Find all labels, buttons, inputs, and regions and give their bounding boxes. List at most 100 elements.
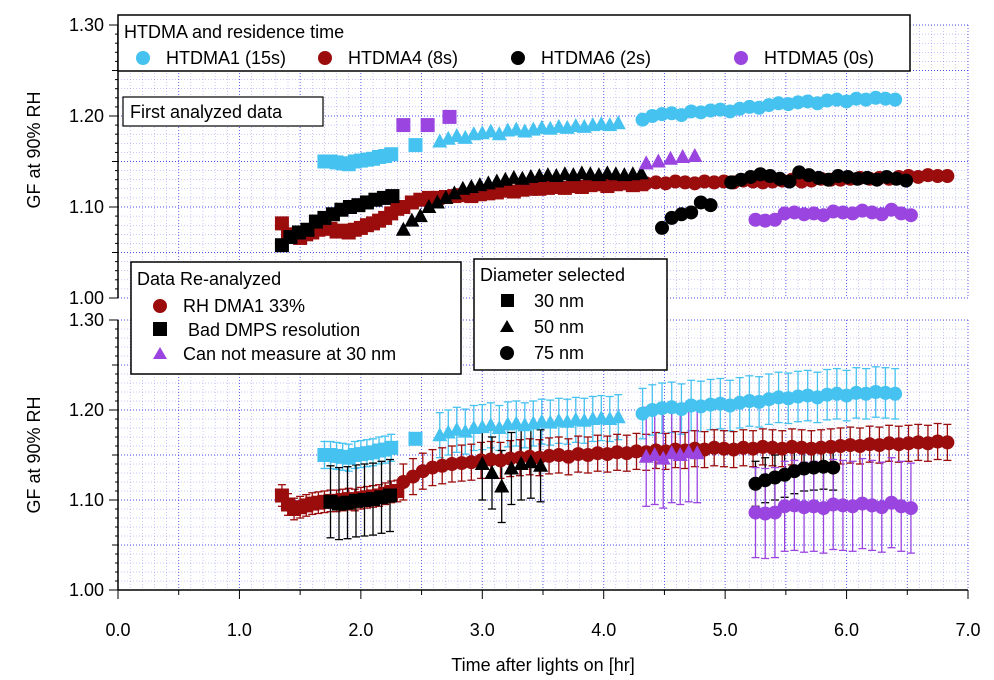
data-point-square [384,147,399,162]
legend-marker-htdma5 [734,51,748,65]
data-point-circle [782,174,797,189]
data-point-triangle [483,123,499,138]
legend-marker-htdma6 [511,51,525,65]
data-point-triangle [412,208,428,223]
data-point-circle [826,460,841,475]
data-point-triangle [421,199,437,213]
data-point-square [396,118,411,133]
data-point-triangle [474,456,490,470]
data-point-square [384,440,399,455]
legend-marker-htdma4 [318,51,332,65]
y-axis-title-bottom: GF at 90% RH [24,396,44,513]
data-point-square [274,216,289,231]
data-point-triangle [638,155,654,170]
data-point-triangle [689,445,705,460]
data-point-circle [655,220,669,235]
legend-label-htdma4: HTDMA4 (8s) [348,48,458,68]
data-point-triangle [675,148,691,163]
data-point-triangle [449,421,465,436]
legend-label-htdma6: HTDMA6 (2s) [541,48,651,68]
legend-marker-cannot-measure [153,347,167,359]
annotation-first-analyzed: First analyzed data [122,96,324,127]
y-tick-label: 1.20 [69,106,104,126]
x-axis-title: Time after lights on [hr] [451,655,634,675]
legend-label-htdma5: HTDMA5 (0s) [764,48,874,68]
data-point-circle [930,169,945,184]
data-point-triangle [438,189,454,204]
legend-marker-75nm [500,346,514,360]
legend-marker-rh-dma1 [153,299,167,313]
y-tick-label: 1.20 [69,400,104,420]
data-point-circle [703,198,718,213]
legend-diameter-title: Diameter selected [480,265,625,285]
data-point-triangle [457,423,473,438]
data-point-triangle [650,153,666,168]
data-point-circle [940,435,955,450]
data-point-circle [888,386,903,401]
data-point-circle [888,92,903,107]
legend-label-30nm: 30 nm [534,291,584,311]
legend-marker-30nm [501,294,514,307]
annotation-frame [122,96,324,127]
legend-label-cannot-measure: Can not measure at 30 nm [183,344,396,364]
legend-htdma: HTDMA and residence time HTDMA1 (15s) HT… [117,14,911,72]
legend-marker-bad-dmps [153,322,167,336]
axes: 1.001.101.201.301.001.101.201.300.0 1.0 2.… [69,15,981,640]
data-markers [274,90,955,521]
legend-reanalyzed-title: Data Re-analyzed [137,269,281,289]
legend-htdma-title: HTDMA and residence time [124,22,344,42]
data-point-square [408,138,423,153]
legend-label-50nm: 50 nm [534,317,584,337]
x-tick-label: 1.0 [227,620,252,640]
data-point-triangle [484,465,500,479]
data-point-circle [899,173,914,188]
x-tick-label: 3.0 [470,620,495,640]
data-point-circle [940,169,955,184]
data-point-triangle [508,121,524,136]
legend-label-75nm: 75 nm [534,343,584,363]
data-point-triangle [446,185,462,200]
x-tick-label: 6.0 [834,620,859,640]
data-point-circle [684,205,699,220]
legend-reanalyzed: Data Re-analyzed RH DMA1 33% Bad DMPS re… [130,261,462,375]
data-point-square [420,118,435,133]
x-tick-label: 0.0 [105,620,130,640]
data-point-triangle [533,457,549,472]
data-point-square [383,488,397,503]
legend-label-htdma1: HTDMA1 (15s) [166,48,286,68]
y-tick-label: 1.00 [69,288,104,308]
data-point-triangle [523,454,539,469]
y-tick-label: 1.30 [69,310,104,330]
data-point-triangle [647,447,663,461]
data-point-triangle [395,221,411,236]
data-point-triangle [610,409,626,424]
data-point-triangle [508,415,524,430]
legend-reanalyzed-frame [130,261,462,375]
x-tick-label: 2.0 [348,620,373,640]
data-point-triangle [491,126,507,141]
legend-diameter: Diameter selected 30 nm 50 nm 75 nm [473,258,668,371]
legend-label-rh-dma1: RH DMA1 33% [183,296,305,316]
data-point-triangle [491,420,507,434]
data-point-triangle [494,478,510,493]
legend-marker-50nm [500,320,514,332]
legend-label-bad-dmps: Bad DMPS resolution [183,320,360,340]
data-point-triangle [457,129,473,144]
data-point-triangle [429,194,445,209]
data-point-triangle [633,165,649,180]
y-tick-label: 1.10 [69,197,104,217]
data-point-triangle [610,115,626,130]
data-point-triangle [663,150,678,165]
data-point-triangle [655,450,671,465]
annotation-text: First analyzed data [130,102,283,122]
data-point-triangle [449,128,465,143]
data-point-triangle [664,445,680,460]
data-point-square [408,431,423,446]
y-tick-label: 1.00 [69,580,104,600]
data-point-circle [903,208,918,223]
data-point-triangle [483,417,499,432]
data-point-square [442,109,457,124]
y-tick-label: 1.10 [69,490,104,510]
x-tick-label: 4.0 [591,620,616,640]
